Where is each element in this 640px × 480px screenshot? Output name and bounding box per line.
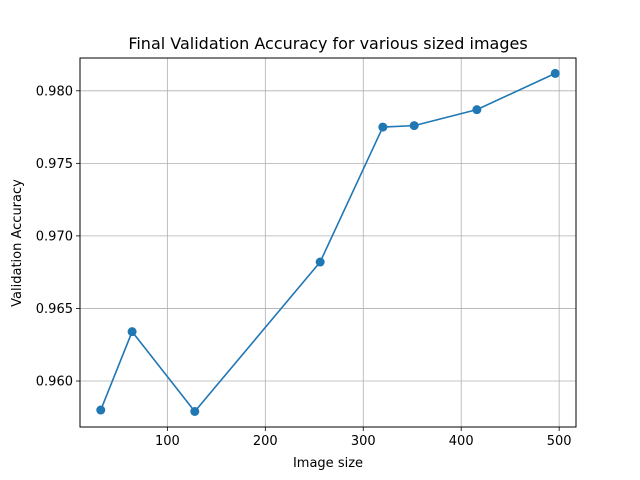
series-layer (96, 68, 560, 416)
data-point (378, 122, 388, 132)
x-tick-label: 300 (351, 434, 376, 449)
axis-ticks: 100 200 300 400 500 0.960 0.965 0.970 0.975 0.980 (36, 84, 572, 449)
y-tick-label: 0.965 (36, 302, 73, 317)
data-point (190, 406, 200, 416)
y-tick-label: 0.970 (36, 229, 73, 244)
y-tick-label: 0.980 (36, 84, 73, 99)
chart-title: Final Validation Accuracy for various si… (128, 34, 527, 53)
y-tick-label: 0.960 (36, 375, 73, 390)
data-point (472, 105, 482, 115)
y-tick-label: 0.975 (36, 157, 73, 172)
x-tick-label: 400 (449, 434, 474, 449)
data-point (96, 405, 106, 415)
data-point (127, 327, 137, 337)
data-point (315, 257, 325, 267)
data-point (409, 121, 419, 131)
y-axis-label: Validation Accuracy (10, 179, 25, 307)
x-tick-label: 100 (155, 434, 180, 449)
data-point (550, 68, 560, 78)
grid-lines (80, 58, 576, 427)
x-tick-label: 200 (253, 434, 278, 449)
x-tick-label: 500 (547, 434, 572, 449)
plot-frame (79, 57, 577, 428)
x-axis-label: Image size (293, 456, 363, 471)
series-line (100, 72, 556, 413)
